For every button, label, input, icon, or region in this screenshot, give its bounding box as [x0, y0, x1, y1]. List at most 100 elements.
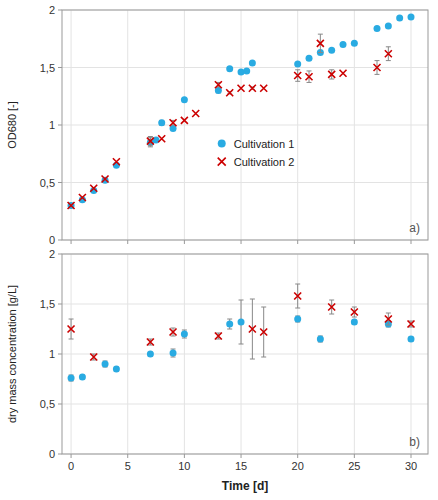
tick-label-y: 1,5 — [40, 62, 55, 74]
point — [317, 336, 324, 343]
point — [158, 135, 165, 142]
tick-label-x: 10 — [178, 460, 190, 472]
error-cap — [318, 34, 323, 35]
tick-label-y: 0 — [49, 448, 55, 460]
point — [181, 96, 188, 103]
point — [328, 47, 335, 54]
data-group — [68, 13, 415, 209]
tick-label-y: 0,5 — [40, 398, 55, 410]
point — [385, 23, 392, 30]
tick-label-x: 0 — [68, 460, 74, 472]
error-cap — [148, 146, 153, 147]
error-bar — [182, 330, 187, 338]
tick-y — [58, 404, 62, 405]
error-cap — [182, 338, 187, 339]
point — [328, 304, 335, 311]
tick-label-x: 15 — [235, 460, 247, 472]
error-bar — [227, 319, 232, 329]
point — [374, 64, 381, 71]
error-cap — [329, 300, 334, 301]
error-cap — [329, 314, 334, 315]
error-bar — [250, 299, 255, 359]
error-cap — [227, 319, 232, 320]
error-bar — [386, 47, 391, 61]
point — [351, 309, 358, 316]
error-cap — [386, 46, 391, 47]
point — [260, 329, 267, 336]
error-cap — [352, 317, 357, 318]
error-bar — [409, 321, 414, 327]
error-bar — [318, 336, 323, 342]
point — [170, 119, 177, 126]
error-bar — [148, 339, 153, 345]
grid-line-y — [62, 182, 428, 183]
error-cap — [148, 145, 153, 146]
error-cap — [295, 284, 300, 285]
error-cap — [148, 136, 153, 137]
legend-label: Cultivation 1 — [234, 138, 295, 150]
error-cap — [171, 349, 176, 350]
tick-y — [58, 304, 62, 305]
point — [170, 329, 177, 336]
panel: 00,511,52OD680 [-]a)Cultivation 1Cultiva… — [6, 4, 428, 246]
error-cap — [182, 330, 187, 331]
tick-y — [58, 10, 62, 11]
annotation: b) — [409, 435, 420, 449]
tick-x — [241, 240, 242, 244]
data-group — [68, 284, 415, 382]
point — [294, 72, 301, 79]
tick-label-y: 1 — [49, 119, 55, 131]
point — [215, 81, 222, 88]
point — [238, 319, 245, 326]
error-cap — [250, 359, 255, 360]
point — [328, 71, 335, 78]
point — [192, 110, 199, 117]
tick-y — [58, 354, 62, 355]
tick-x — [411, 454, 412, 458]
error-cap — [239, 300, 244, 301]
legend-label: Cultivation 2 — [234, 156, 295, 168]
plot-frame — [62, 254, 428, 454]
error-cap — [352, 307, 357, 308]
tick-x — [411, 240, 412, 244]
point — [238, 85, 245, 92]
legend-marker — [218, 158, 226, 166]
tick-label-x: 30 — [405, 460, 417, 472]
error-bar — [295, 316, 300, 322]
panel: 05101520253000,511,52dry mass concentrat… — [6, 248, 428, 493]
error-cap — [69, 339, 74, 340]
tick-x — [184, 454, 185, 458]
point — [306, 73, 313, 80]
error-cap — [386, 325, 391, 326]
error-cap — [295, 308, 300, 309]
point — [68, 375, 75, 382]
y-axis-label: dry mass concentration [g/L] — [6, 285, 18, 423]
point — [226, 321, 233, 328]
error-cap — [171, 336, 176, 337]
series — [68, 13, 415, 209]
point — [181, 117, 188, 124]
legend-marker — [218, 140, 226, 148]
point — [102, 176, 109, 183]
tick-label-y: 1,5 — [40, 298, 55, 310]
error-cap — [227, 329, 232, 330]
point — [340, 70, 347, 77]
point — [408, 336, 415, 343]
point — [243, 67, 250, 74]
error-bar — [69, 375, 74, 381]
annotation: a) — [409, 221, 420, 235]
error-bar — [239, 300, 244, 344]
grid-line-y — [62, 354, 428, 355]
point — [113, 158, 120, 165]
tick-y — [58, 125, 62, 126]
point — [306, 55, 313, 62]
point — [102, 177, 109, 184]
tick-y — [58, 67, 62, 68]
point — [374, 25, 381, 32]
error-cap — [250, 299, 255, 300]
error-bar — [375, 61, 380, 75]
series — [68, 34, 392, 209]
point — [90, 354, 97, 361]
tick-label-y: 1 — [49, 348, 55, 360]
point — [294, 293, 301, 300]
